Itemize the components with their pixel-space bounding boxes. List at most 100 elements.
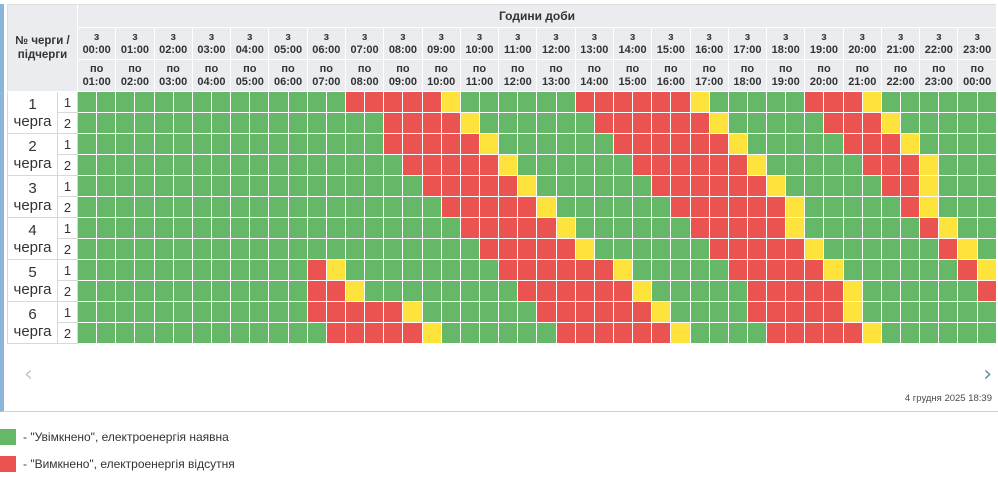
slot-cell	[421, 259, 442, 281]
slot-cell	[957, 322, 978, 344]
slot-cell	[230, 196, 251, 218]
slot-cell	[670, 322, 691, 344]
slot-cell	[689, 217, 710, 239]
slot-cell	[210, 259, 232, 281]
slot-cell	[440, 91, 461, 113]
slot-cell	[459, 154, 480, 176]
slot-cell	[612, 91, 634, 113]
label-line: 12:00	[541, 43, 571, 56]
slot-cell	[880, 280, 902, 302]
slot-cell	[517, 175, 538, 197]
slot-cell	[785, 112, 806, 134]
slot-cell	[708, 280, 729, 302]
label-line: 23:00	[924, 75, 953, 88]
slot-cell	[517, 196, 538, 218]
hour-from-header: з 08:00	[383, 27, 423, 60]
slot-cell	[689, 112, 710, 134]
hour-from-header: з 00:00	[76, 27, 117, 60]
slot-cell	[459, 217, 480, 239]
label-line: по	[243, 62, 257, 75]
slot-cell	[459, 133, 480, 155]
label-line: черга	[13, 280, 52, 298]
slot-cell	[880, 301, 902, 323]
slot-cell	[670, 280, 691, 302]
slot-cell	[249, 259, 270, 281]
hour-to-header: по 04:00	[191, 59, 232, 92]
label-line: по	[511, 62, 525, 75]
slot-cell	[938, 322, 959, 344]
slot-cell	[210, 154, 232, 176]
label-line: по	[664, 62, 678, 75]
hour-from-header: з 18:00	[766, 27, 806, 60]
slot-cell	[364, 112, 385, 134]
pager-next-icon[interactable]: ›	[983, 362, 992, 387]
slot-cell	[727, 133, 748, 155]
slot-cell	[651, 196, 672, 218]
hour-to-header: по 14:00	[574, 59, 614, 92]
label-line: по	[166, 62, 180, 75]
slot-cell	[900, 175, 921, 197]
slot-cell	[287, 259, 308, 281]
slot-cell	[976, 238, 998, 260]
slot-cell	[478, 280, 500, 302]
label-line: 01:00	[120, 43, 149, 56]
subqueue-label: 1	[57, 217, 78, 239]
slot-cell	[172, 217, 193, 239]
slot-cell	[306, 259, 327, 281]
slot-cell	[919, 196, 940, 218]
hour-to-header: по 23:00	[919, 59, 959, 92]
label-line: з	[170, 30, 176, 43]
schedule-table: № черги / підчерги Години доби з 00:00 з 01:0…	[7, 4, 998, 344]
slot-cell	[249, 133, 270, 155]
label-line: 13:00	[541, 75, 571, 88]
hour-from-header: з 11:00	[498, 27, 538, 60]
slot-cell	[134, 238, 155, 260]
slot-cell	[210, 322, 232, 344]
hour-to-header: по 21:00	[842, 59, 882, 92]
slot-cell	[306, 154, 327, 176]
slot-cell	[268, 259, 289, 281]
label-line: 20:00	[848, 43, 877, 56]
slot-cell	[96, 133, 117, 155]
subqueue-label: 2	[57, 280, 78, 302]
label-line: 2	[28, 137, 37, 155]
slot-cell	[498, 154, 519, 176]
queue-row: 2	[8, 196, 998, 218]
slot-cell	[325, 301, 346, 323]
slot-cell	[383, 175, 404, 197]
slot-cell	[823, 175, 844, 197]
slot-cell	[880, 217, 902, 239]
label-line: 03:00	[197, 43, 226, 56]
slot-cell	[364, 133, 385, 155]
slot-cell	[478, 322, 500, 344]
slot-cell	[517, 322, 538, 344]
slot-cell	[383, 280, 404, 302]
queue-row: 6 черга 1	[7, 301, 998, 344]
slot-cell	[344, 238, 366, 260]
slot-cell	[153, 301, 174, 323]
slot-cell	[785, 175, 806, 197]
hour-to-header: по 18:00	[727, 59, 768, 92]
slot-cell	[574, 301, 595, 323]
slot-cell	[478, 154, 500, 176]
label-line: з	[515, 30, 521, 43]
slot-cell	[517, 133, 538, 155]
slot-cell	[440, 112, 461, 134]
slot-cell	[555, 259, 576, 281]
slot-cell	[746, 196, 768, 218]
slot-cell	[612, 259, 634, 281]
slot-cell	[96, 112, 117, 134]
slot-cell	[383, 322, 404, 344]
slot-cell	[210, 238, 232, 260]
slot-cell	[191, 238, 212, 260]
label-line: 19:00	[809, 43, 839, 56]
label-line: 11:00	[503, 43, 532, 56]
slot-cell	[651, 259, 672, 281]
subqueue-label: 2	[57, 196, 78, 218]
slot-cell	[574, 91, 595, 113]
slot-cell	[919, 280, 940, 302]
pager-prev-icon[interactable]: ‹	[24, 362, 33, 387]
slot-cell	[651, 112, 672, 134]
slot-cell	[727, 112, 748, 134]
slot-cell	[230, 91, 251, 113]
